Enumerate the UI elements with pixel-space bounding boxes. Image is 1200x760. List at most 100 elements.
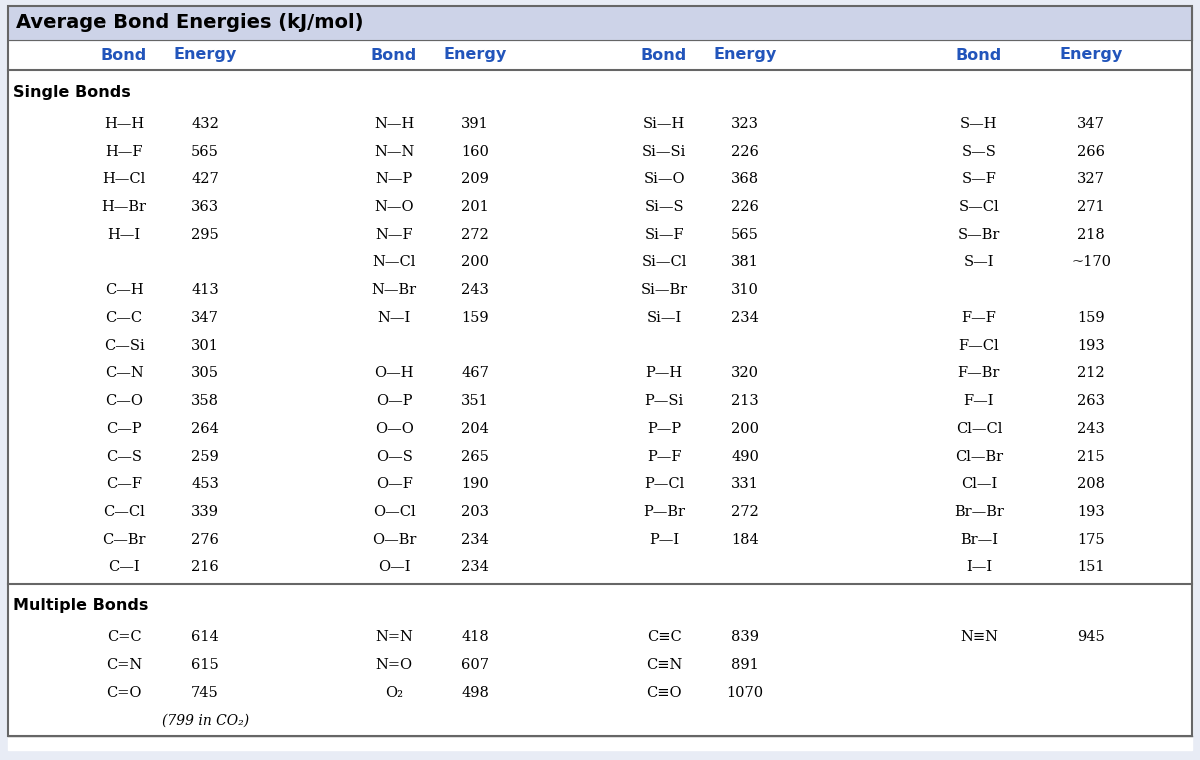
- Text: S—F: S—F: [961, 173, 996, 186]
- Text: N=N: N=N: [376, 630, 413, 644]
- Text: N—O: N—O: [374, 200, 414, 214]
- Text: S—S: S—S: [961, 144, 996, 159]
- Text: O—Br: O—Br: [372, 533, 416, 546]
- Text: Cl—Br: Cl—Br: [955, 449, 1003, 464]
- Text: C—N: C—N: [104, 366, 144, 380]
- Text: C≡N: C≡N: [646, 658, 683, 672]
- Text: H—Br: H—Br: [102, 200, 146, 214]
- Text: 432: 432: [191, 117, 220, 131]
- Text: 310: 310: [731, 283, 760, 297]
- Bar: [8, 6, 1192, 40]
- Text: 159: 159: [461, 311, 488, 325]
- Text: 565: 565: [731, 228, 760, 242]
- Text: 218: 218: [1078, 228, 1105, 242]
- Text: Cl—Cl: Cl—Cl: [955, 422, 1002, 435]
- Text: 368: 368: [731, 173, 760, 186]
- Text: 243: 243: [1078, 422, 1105, 435]
- Text: C=C: C=C: [107, 630, 142, 644]
- Text: O—Cl: O—Cl: [373, 505, 415, 519]
- Text: 272: 272: [461, 228, 488, 242]
- Text: O—I: O—I: [378, 560, 410, 575]
- Text: Energy: Energy: [1060, 47, 1123, 62]
- Text: 839: 839: [731, 630, 760, 644]
- Text: Si—Si: Si—Si: [642, 144, 686, 159]
- Text: O—S: O—S: [376, 449, 413, 464]
- Text: 490: 490: [731, 449, 760, 464]
- Text: 209: 209: [461, 173, 490, 186]
- Text: 339: 339: [191, 505, 220, 519]
- Text: O—P: O—P: [376, 394, 413, 408]
- Text: Bond: Bond: [101, 47, 148, 62]
- Text: 175: 175: [1078, 533, 1105, 546]
- Text: 190: 190: [461, 477, 488, 491]
- Text: Bond: Bond: [641, 47, 688, 62]
- Text: F—I: F—I: [964, 394, 994, 408]
- Text: 745: 745: [191, 686, 218, 699]
- Text: 381: 381: [731, 255, 760, 270]
- Text: P—P: P—P: [647, 422, 682, 435]
- Text: 331: 331: [731, 477, 760, 491]
- Text: I—I: I—I: [966, 560, 992, 575]
- Text: 323: 323: [731, 117, 760, 131]
- Text: Bond: Bond: [955, 47, 1002, 62]
- Text: S—Br: S—Br: [958, 228, 1000, 242]
- Text: N—N: N—N: [374, 144, 414, 159]
- Text: P—Br: P—Br: [643, 505, 685, 519]
- Text: C≡O: C≡O: [647, 686, 682, 699]
- Text: C—O: C—O: [106, 394, 143, 408]
- Text: 391: 391: [461, 117, 488, 131]
- Text: C—C: C—C: [106, 311, 143, 325]
- Text: 243: 243: [461, 283, 490, 297]
- Text: Br—I: Br—I: [960, 533, 998, 546]
- Text: F—Cl: F—Cl: [959, 339, 1000, 353]
- Text: 234: 234: [461, 533, 490, 546]
- Text: N≡N: N≡N: [960, 630, 998, 644]
- Text: 193: 193: [1078, 339, 1105, 353]
- Text: C—I: C—I: [108, 560, 140, 575]
- Text: 347: 347: [1078, 117, 1105, 131]
- Text: 891: 891: [731, 658, 758, 672]
- Text: O—H: O—H: [374, 366, 414, 380]
- Text: 305: 305: [191, 366, 220, 380]
- Text: C—Cl: C—Cl: [103, 505, 145, 519]
- Text: 271: 271: [1078, 200, 1105, 214]
- Text: F—Br: F—Br: [958, 366, 1000, 380]
- Text: Si—O: Si—O: [643, 173, 685, 186]
- Text: C—F: C—F: [106, 477, 142, 491]
- Text: C—S: C—S: [106, 449, 142, 464]
- Text: 347: 347: [191, 311, 220, 325]
- Text: 615: 615: [191, 658, 218, 672]
- Text: P—I: P—I: [649, 533, 679, 546]
- Text: 320: 320: [731, 366, 760, 380]
- Text: 264: 264: [191, 422, 220, 435]
- Text: Energy: Energy: [174, 47, 236, 62]
- Text: 213: 213: [731, 394, 758, 408]
- Text: 327: 327: [1078, 173, 1105, 186]
- Text: O—F: O—F: [376, 477, 413, 491]
- Text: N—H: N—H: [374, 117, 414, 131]
- Text: C—P: C—P: [107, 422, 142, 435]
- Text: 276: 276: [191, 533, 220, 546]
- Text: 200: 200: [461, 255, 490, 270]
- Text: F—F: F—F: [961, 311, 996, 325]
- Text: 203: 203: [461, 505, 490, 519]
- Text: Single Bonds: Single Bonds: [13, 84, 131, 100]
- Text: N—Cl: N—Cl: [372, 255, 415, 270]
- Text: N—F: N—F: [376, 228, 413, 242]
- Text: C—Si: C—Si: [103, 339, 144, 353]
- Text: C=N: C=N: [106, 658, 143, 672]
- Text: 427: 427: [191, 173, 218, 186]
- Text: 1070: 1070: [726, 686, 763, 699]
- Text: H—H: H—H: [104, 117, 144, 131]
- Text: C—Br: C—Br: [102, 533, 146, 546]
- Text: 565: 565: [191, 144, 220, 159]
- Text: P—F: P—F: [647, 449, 682, 464]
- Text: P—Cl: P—Cl: [644, 477, 684, 491]
- Text: 151: 151: [1078, 560, 1105, 575]
- Text: 215: 215: [1078, 449, 1105, 464]
- Text: S—I: S—I: [964, 255, 994, 270]
- Text: 453: 453: [191, 477, 220, 491]
- Text: 184: 184: [731, 533, 758, 546]
- Text: 498: 498: [461, 686, 490, 699]
- Text: 467: 467: [461, 366, 490, 380]
